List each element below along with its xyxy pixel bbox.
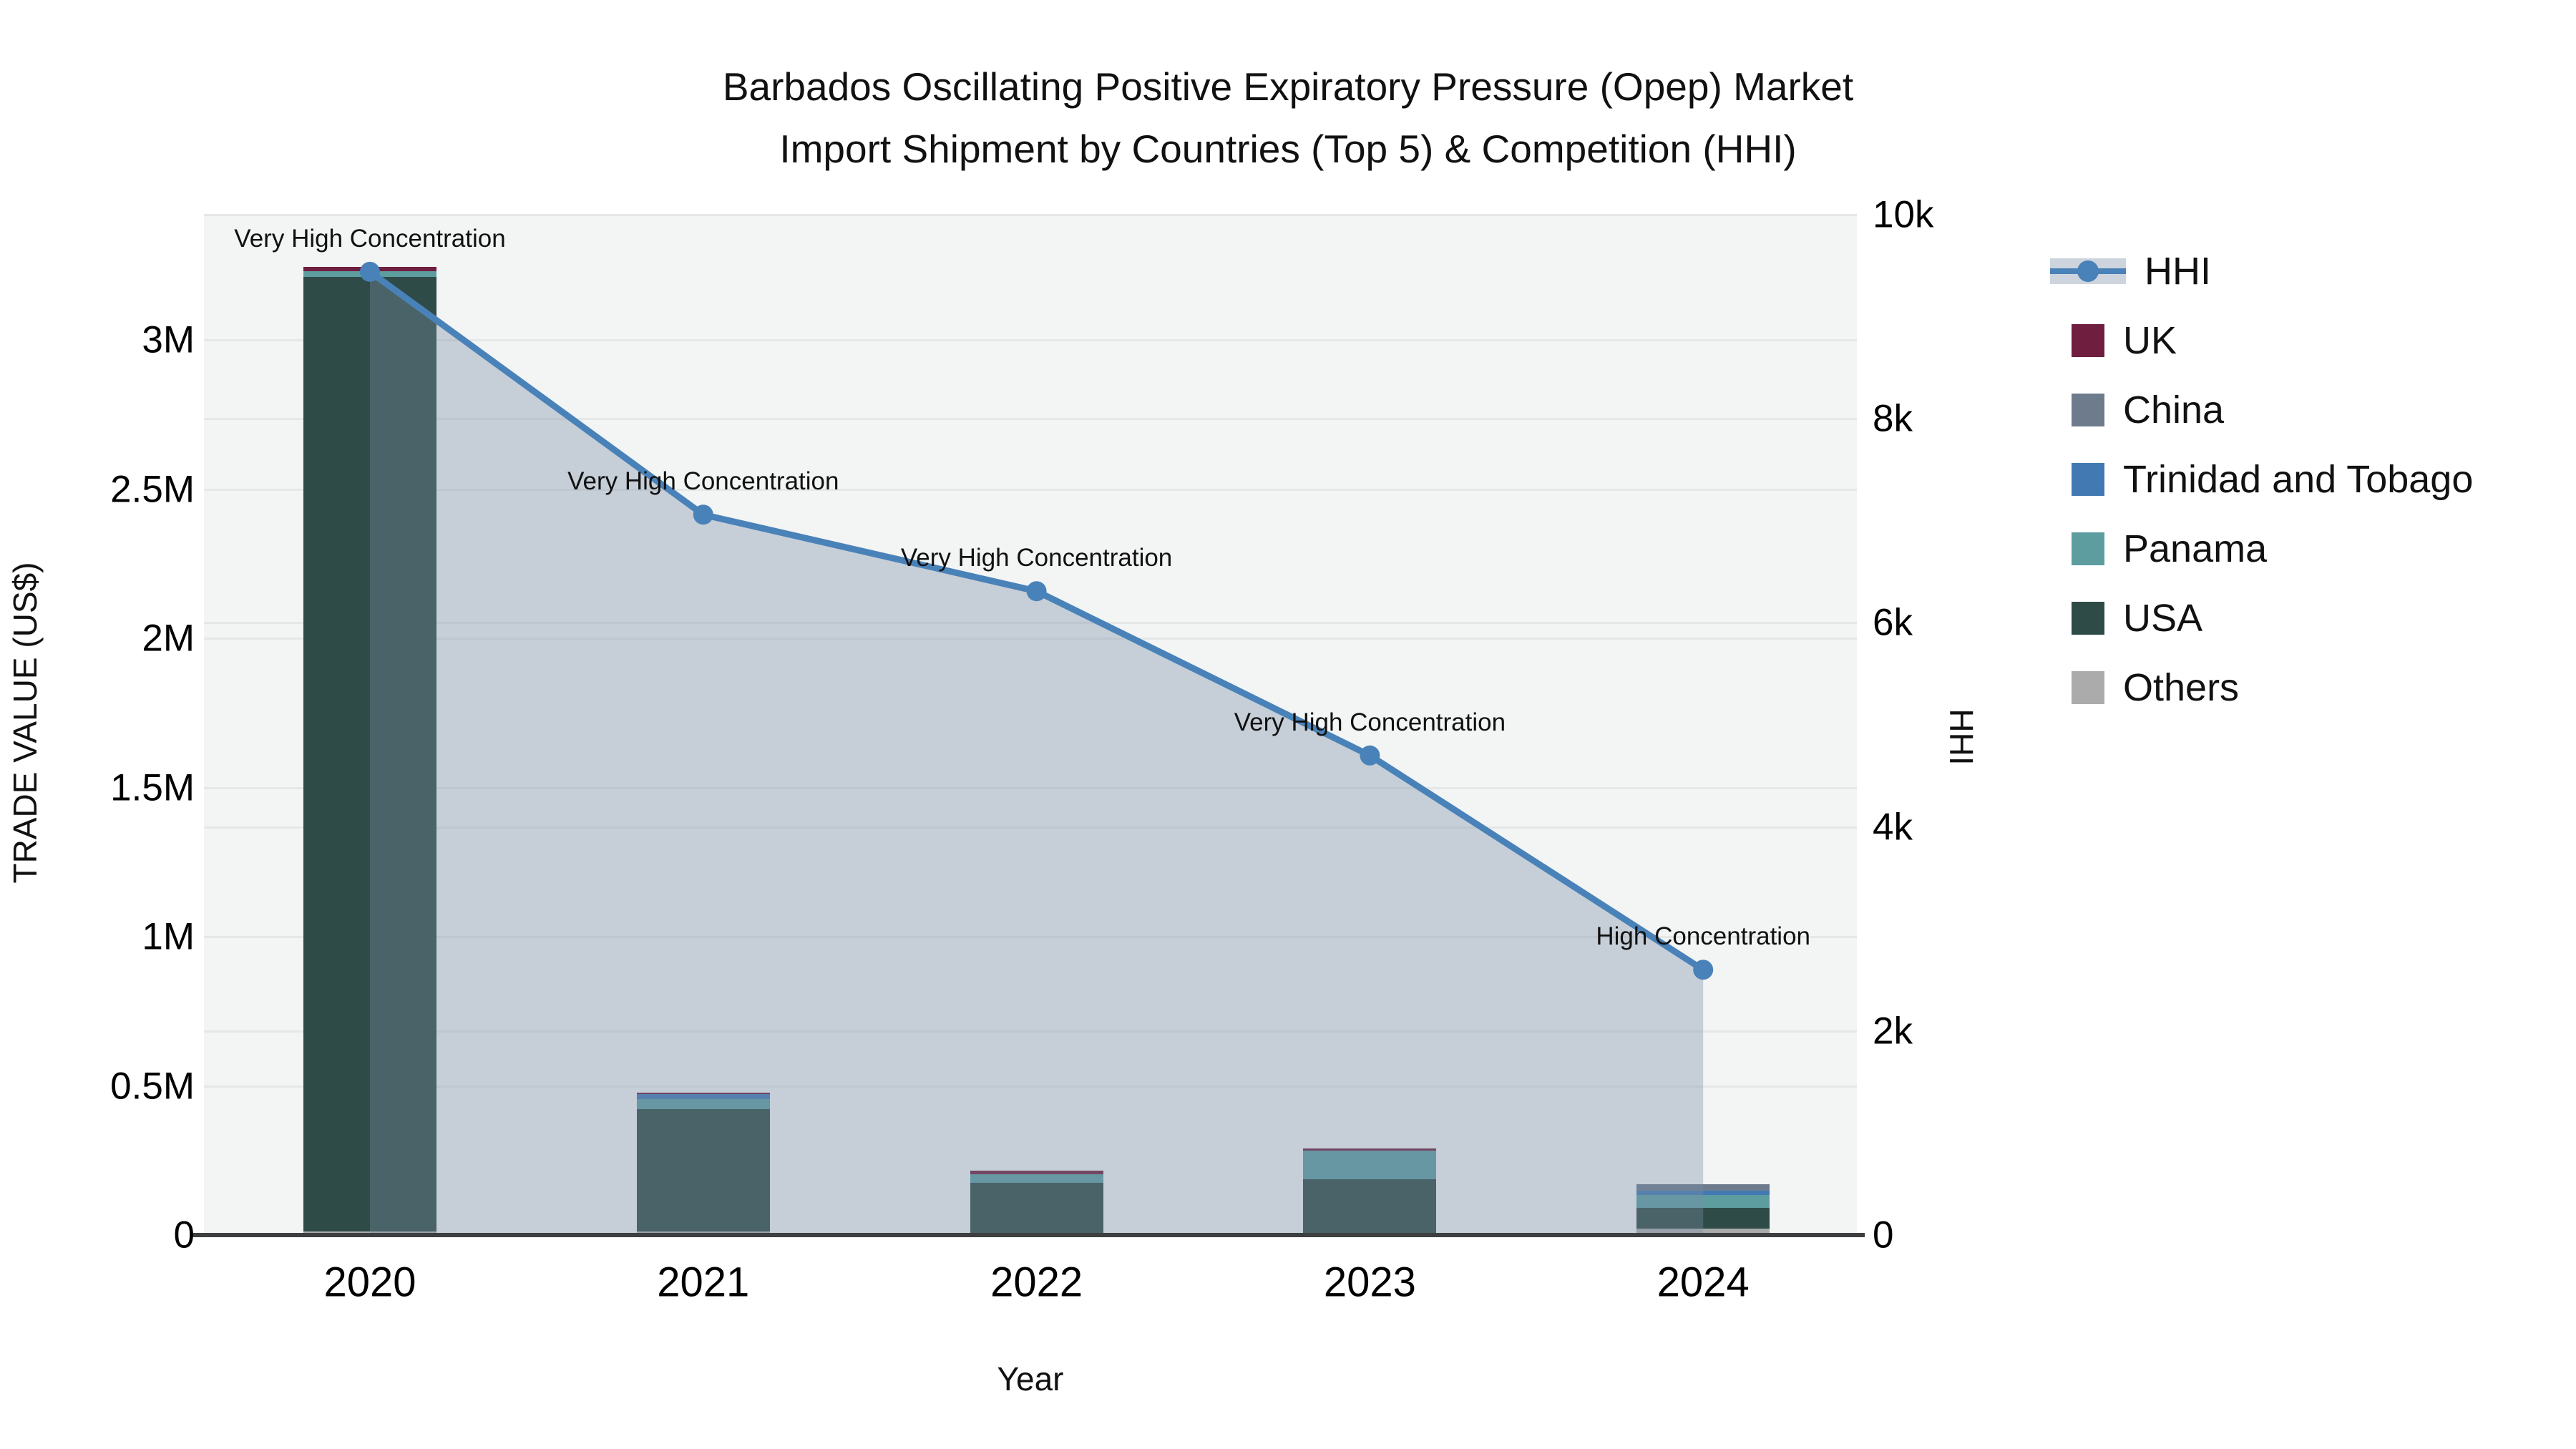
legend-label-uk: UK — [2123, 318, 2177, 362]
hhi-legend-marker — [2077, 260, 2099, 282]
y-left-tick-0: 0 — [173, 1214, 195, 1257]
legend-item-uk[interactable]: UK — [2050, 306, 2473, 375]
gridline-hhi-2k — [204, 1030, 1857, 1033]
legend-label-usa: USA — [2123, 596, 2203, 640]
hhi-marker-2024[interactable] — [1693, 960, 1714, 980]
legend-label-china: China — [2123, 388, 2225, 431]
y-left-tick-3M: 3M — [142, 318, 195, 361]
y-left-tick-1M: 1M — [142, 915, 195, 958]
hhi-marker-2020[interactable] — [360, 261, 380, 282]
y-right-tick-2k: 2k — [1873, 1010, 1913, 1053]
y-left-tick-0.5M: 0.5M — [110, 1065, 195, 1108]
bar-2023-panama[interactable] — [1303, 1151, 1437, 1180]
hhi-line-layer — [360, 261, 1714, 1236]
bar-2022-usa[interactable] — [970, 1182, 1103, 1234]
legend-swatch-others — [2072, 670, 2104, 704]
legend-swatch-usa — [2072, 601, 2104, 635]
legend-item-panama[interactable]: Panama — [2050, 514, 2473, 583]
bar-2023-uk[interactable] — [1303, 1148, 1437, 1151]
plot-area: Very High Concentration Very High Concent… — [204, 214, 1857, 1236]
bar-2024-others[interactable] — [1636, 1228, 1770, 1235]
gridline-hhi-10k — [204, 214, 1857, 216]
x-tick-2020: 2020 — [323, 1259, 416, 1306]
gridline-trade-0.5M — [204, 1085, 1857, 1088]
y-axis-right-title: HHI — [1943, 708, 1980, 766]
hhi-legend-symbol — [2050, 258, 2126, 284]
legend-label-panama: Panama — [2123, 527, 2268, 570]
gridline-trade-2.5M — [204, 488, 1857, 491]
bar-2024-trinidad-and-tobago[interactable] — [1636, 1190, 1770, 1196]
annotation-2021: Very High Concentration — [567, 467, 839, 496]
y-right-tick-0: 0 — [1873, 1214, 1894, 1257]
legend-item-others[interactable]: Others — [2050, 653, 2473, 722]
legend-item-china[interactable]: China — [2050, 375, 2473, 444]
bar-2022-panama[interactable] — [970, 1174, 1103, 1183]
hhi-marker-2021[interactable] — [693, 504, 713, 525]
hhi-area-fill — [370, 271, 1704, 1236]
legend: HHI UK China Trinidad and Tobago Panama USA Ot… — [2050, 236, 2473, 722]
bar-2024-usa[interactable] — [1636, 1207, 1770, 1229]
legend-swatch-panama — [2072, 532, 2104, 565]
x-tick-2021: 2021 — [657, 1259, 750, 1306]
x-axis-line — [192, 1233, 1865, 1237]
x-tick-2023: 2023 — [1323, 1259, 1416, 1306]
legend-label-others: Others — [2123, 665, 2240, 709]
bar-2021-usa[interactable] — [636, 1109, 770, 1231]
bar-2021-trinidad-and-tobago[interactable] — [636, 1094, 770, 1100]
bar-2020-usa[interactable] — [303, 276, 436, 1231]
chart-title: Barbados Oscillating Positive Expiratory… — [0, 56, 2576, 180]
y-right-tick-6k: 6k — [1873, 601, 1913, 644]
legend-swatch-china — [2072, 393, 2104, 426]
gridline-hhi-6k — [204, 622, 1857, 625]
annotation-2020: Very High Concentration — [234, 224, 506, 253]
bar-2024-panama[interactable] — [1636, 1195, 1770, 1208]
gridline-hhi-4k — [204, 826, 1857, 829]
chart-title-line2: Import Shipment by Countries (Top 5) & C… — [779, 127, 1797, 171]
gridline-trade-1M — [204, 936, 1857, 939]
legend-item-trinidad-and-tobago[interactable]: Trinidad and Tobago — [2050, 444, 2473, 514]
chart-title-line1: Barbados Oscillating Positive Expiratory… — [722, 64, 1854, 109]
bar-2023-usa[interactable] — [1303, 1179, 1437, 1234]
y-right-tick-8k: 8k — [1873, 397, 1913, 440]
gridline-trade-1.5M — [204, 786, 1857, 789]
y-right-tick-10k: 10k — [1873, 193, 1934, 236]
annotation-2022: Very High Concentration — [900, 544, 1173, 572]
bar-2022-uk[interactable] — [970, 1171, 1103, 1174]
x-axis-title: Year — [997, 1360, 1064, 1397]
legend-item-hhi[interactable]: HHI — [2050, 236, 2473, 306]
gridline-trade-3M — [204, 339, 1857, 342]
bar-2021-uk[interactable] — [636, 1092, 770, 1095]
legend-swatch-trinidad-and-tobago — [2072, 462, 2104, 496]
x-tick-2024: 2024 — [1657, 1259, 1750, 1306]
legend-swatch-uk — [2072, 323, 2104, 357]
bar-2024-china[interactable] — [1636, 1184, 1770, 1191]
annotation-2023: Very High Concentration — [1234, 708, 1506, 736]
legend-label-hhi: HHI — [2145, 249, 2211, 293]
y-left-tick-1.5M: 1.5M — [110, 766, 195, 809]
gridline-hhi-8k — [204, 418, 1857, 421]
x-tick-2022: 2022 — [990, 1259, 1083, 1306]
hhi-marker-2022[interactable] — [1026, 581, 1047, 602]
gridline-trade-2M — [204, 638, 1857, 640]
bar-2021-panama[interactable] — [636, 1099, 770, 1110]
legend-item-usa[interactable]: USA — [2050, 583, 2473, 653]
hhi-marker-2023[interactable] — [1360, 745, 1380, 766]
y-left-tick-2M: 2M — [142, 617, 195, 660]
y-left-tick-2.5M: 2.5M — [110, 468, 195, 511]
y-right-tick-4k: 4k — [1873, 806, 1913, 849]
y-axis-left-title: TRADE VALUE (US$) — [6, 562, 44, 884]
legend-label-trinidad-and-tobago: Trinidad and Tobago — [2123, 457, 2474, 501]
annotation-2024: High Concentration — [1596, 922, 1810, 951]
